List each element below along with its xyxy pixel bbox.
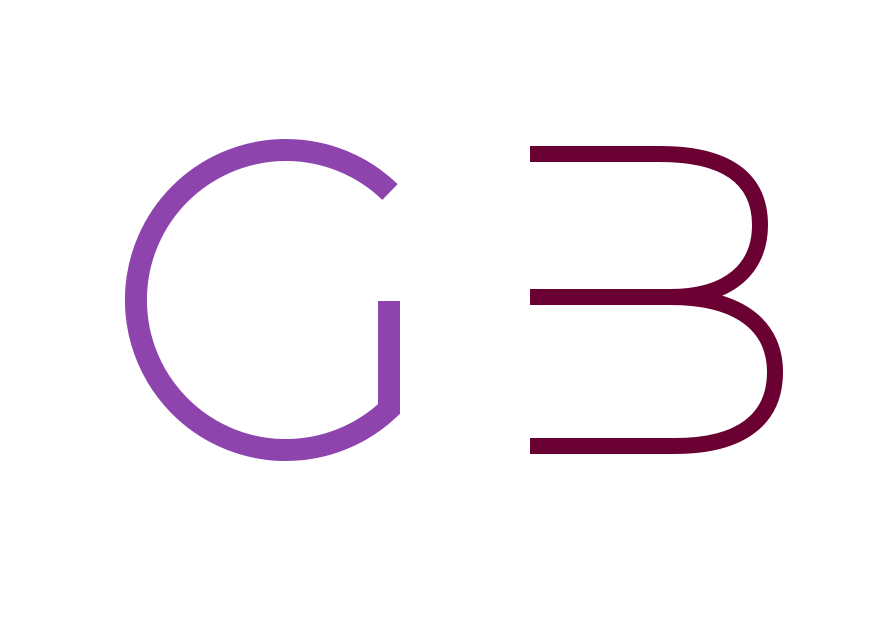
logo-letter-b [530,146,784,454]
logo-letter-g [124,139,400,462]
